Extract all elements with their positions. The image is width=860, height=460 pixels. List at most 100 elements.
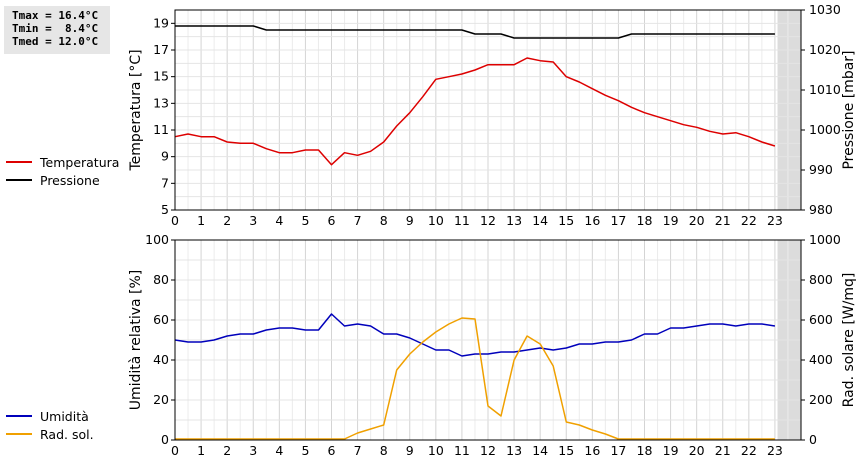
x-tick-label: 19 [663,443,679,458]
y-tick-label: 0 [161,432,169,447]
legend-swatch [6,179,32,181]
x-tick-label: 20 [689,213,705,228]
x-tick-label: 17 [610,443,626,458]
x-tick-label: 12 [480,213,496,228]
x-tick-label: 16 [584,443,600,458]
y2-tick-label: 1000 [809,122,841,137]
y-tick-label: 9 [161,149,169,164]
legend-swatch [6,433,32,435]
y2-tick-label: 200 [809,392,833,407]
legend-label: Pressione [40,172,100,188]
y-tick-label: 13 [153,95,169,110]
y-tick-label: 7 [161,175,169,190]
x-tick-label: 2 [223,213,231,228]
series-line-rad-sol [175,317,775,440]
plot-frame [174,239,802,441]
x-tick-label: 13 [506,443,522,458]
x-tick-label: 5 [301,213,309,228]
stat-tmed: Tmed = 12.0°C [12,35,99,48]
y-tick-label: 17 [153,42,169,57]
legend-item-umidita: Umidità [6,407,94,425]
x-tick-label: 14 [532,213,548,228]
x-tick-label: 13 [506,213,522,228]
x-tick-label: 6 [328,443,336,458]
y2-tick-label: 1000 [809,232,841,247]
legend-label: Umidità [40,408,89,424]
x-tick-label: 9 [406,213,414,228]
legend-swatch [6,161,32,163]
y2-tick-label: 990 [809,162,833,177]
series-line-pressione [175,25,775,39]
y-tick-label: 100 [145,232,169,247]
plot-frame [174,9,802,211]
x-tick-label: 1 [197,443,205,458]
y2-tick-label: 1010 [809,82,841,97]
x-tick-label: 22 [741,213,757,228]
x-tick-label: 16 [584,213,600,228]
series-line-umidit [174,313,776,357]
legend-label: Rad. sol. [40,426,94,442]
x-tick-label: 2 [223,443,231,458]
x-tick-label: 20 [689,443,705,458]
x-tick-label: 10 [428,213,444,228]
x-tick-label: 3 [249,443,257,458]
y2-axis-label: Pressione [mbar] [841,50,857,169]
x-tick-label: 14 [532,443,548,458]
legend-item-pressione: Pressione [6,171,119,189]
x-tick-label: 22 [741,443,757,458]
x-tick-label: 7 [354,443,362,458]
x-tick-label: 11 [454,213,470,228]
legend-item-rad-sol: Rad. sol. [6,425,94,443]
x-tick-label: 0 [171,443,179,458]
y-axis-label: Umidità relativa [%] [128,270,144,411]
y2-tick-label: 400 [809,352,833,367]
legend-item-temperatura: Temperatura [6,153,119,171]
y2-tick-label: 600 [809,312,833,327]
y-tick-label: 40 [153,352,169,367]
y2-tick-label: 1030 [809,2,841,17]
legend-swatch [6,415,32,417]
stats-box: Tmax = 16.4°C Tmin = 8.4°C Tmed = 12.0°C [4,6,110,54]
chart-panel-1: 0 1 2 3 4 5 6 7 8 9 10 11 12 13 14 15 16 17 18 19 20 21 22 2357… [128,2,857,228]
x-tick-label: 9 [406,443,414,458]
x-tick-label: 18 [637,443,653,458]
x-tick-label: 15 [558,213,574,228]
y-tick-label: 20 [153,392,169,407]
x-tick-label: 18 [637,213,653,228]
y2-axis-label: Rad. solare [W/mq] [841,273,857,408]
series-line-temperatura [174,57,776,166]
x-tick-label: 21 [715,443,731,458]
y2-tick-label: 1020 [809,42,841,57]
x-tick-label: 6 [328,213,336,228]
x-tick-label: 4 [275,213,283,228]
x-tick-label: 10 [428,443,444,458]
x-tick-label: 8 [380,213,388,228]
x-tick-label: 8 [380,443,388,458]
x-tick-label: 0 [171,213,179,228]
x-tick-label: 7 [354,213,362,228]
y-tick-label: 5 [161,202,169,217]
y2-tick-label: 980 [809,202,833,217]
legend-top: Temperatura Pressione [6,153,119,189]
x-tick-label: 23 [767,443,783,458]
x-tick-label: 23 [767,213,783,228]
legend-label: Temperatura [40,154,120,170]
y2-tick-label: 800 [809,272,833,287]
x-tick-label: 15 [558,443,574,458]
shaded-region [777,10,801,210]
x-tick-label: 12 [480,443,496,458]
legend-bottom: Umidità Rad. sol. [6,407,94,443]
x-tick-label: 3 [249,213,257,228]
y-tick-label: 19 [153,15,169,30]
x-tick-label: 21 [715,213,731,228]
x-tick-label: 4 [275,443,283,458]
x-tick-label: 1 [197,213,205,228]
y-tick-label: 80 [153,272,169,287]
y-tick-label: 11 [153,122,169,137]
x-tick-label: 5 [301,443,309,458]
chart-panel-2: 0 1 2 3 4 5 6 7 8 9 10 11 12 13 14 15 16 17 18 19 20 21 22 2302… [128,232,857,458]
y-axis-label: Temperatura [°C] [128,49,144,171]
y-tick-label: 15 [153,69,169,84]
x-tick-label: 17 [610,213,626,228]
